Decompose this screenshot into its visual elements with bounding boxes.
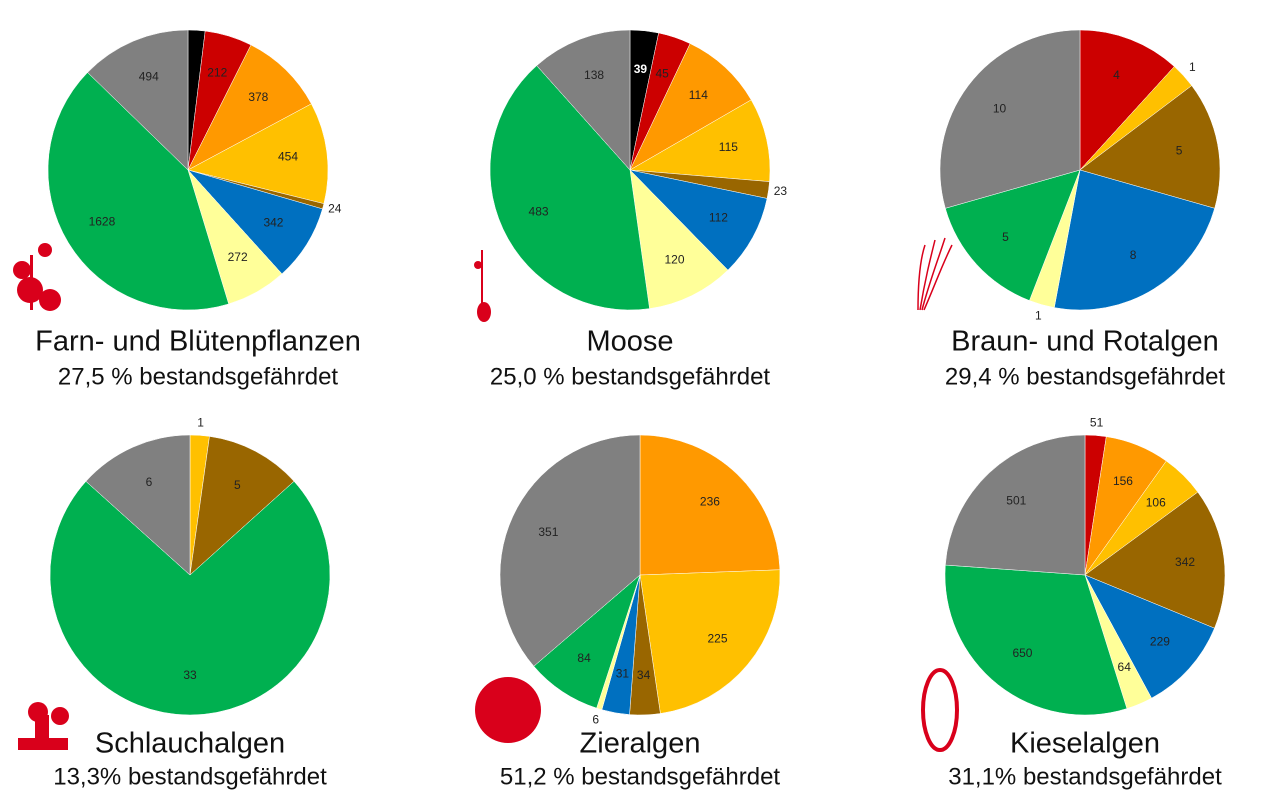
icon-schlauch [18,702,69,750]
chart-subtitle: 29,4 % bestandsgefährdet [945,363,1226,390]
slice-label: 1628 [89,215,116,229]
icon-flower [13,243,61,311]
slice-label: 24 [328,202,342,216]
slice-label: 351 [538,525,558,539]
slice-label: 342 [263,216,283,230]
icon-kiesel [923,670,957,750]
slice-label: 8 [1130,248,1137,262]
chart-subtitle: 13,3% bestandsgefährdet [53,763,327,790]
page: {"chart_data": [ {"type": "pie", "title"… [0,0,1266,794]
chart-subtitle: 31,1% bestandsgefährdet [948,763,1222,790]
slice-label: 84 [577,651,591,665]
slice-label: 650 [1012,646,1032,660]
chart-subtitle: 51,2 % bestandsgefährdet [500,763,781,790]
slice-label: 23 [774,184,788,198]
slice-label: 6 [592,713,599,727]
slice-label: 5 [234,478,241,492]
slice-label: 454 [278,150,298,164]
chart-title: Kieselalgen [1010,728,1160,760]
slice-label: 1 [1035,308,1042,322]
slice-label: 34 [637,668,651,682]
slice-label: 501 [1006,493,1026,507]
slice-label: 342 [1175,555,1195,569]
icon-moss [474,250,491,322]
slice-label: 272 [228,250,248,264]
slice-label: 120 [664,253,684,267]
slice-label: 31 [616,666,630,680]
chart-title: Schlauchalgen [95,728,285,760]
slice-label: 212 [207,66,227,80]
chart-title: Farn- und Blütenpflanzen [35,326,361,358]
slice-label: 5 [1176,144,1183,158]
slice-label: 1 [1189,60,1196,74]
slice-label: 76 [191,10,205,24]
chart-title: Moose [586,326,673,358]
slice-label: 45 [656,67,670,81]
slice-label: 229 [1150,635,1170,649]
slice-label: 236 [700,495,720,509]
slice-label: 10 [993,101,1007,115]
chart-subtitle: 27,5 % bestandsgefährdet [58,363,339,390]
slice-label: 225 [707,632,727,646]
chart-grid: 76212378454243422721628494Farn- und Blüt… [0,0,1266,794]
slice-label: 64 [1118,660,1132,674]
slice-label: 156 [1113,474,1133,488]
slice-label: 138 [584,68,604,82]
slice-label: 33 [183,668,197,682]
icon-zier [475,677,541,743]
slice-label: 115 [719,140,738,154]
icon-algae [918,238,952,310]
slice-label: 114 [689,88,708,102]
chart-title: Braun- und Rotalgen [951,326,1219,358]
slice-label: 483 [529,205,549,219]
slice-label: 106 [1146,495,1166,509]
slice-label: 5 [1002,230,1009,244]
slice-label: 39 [634,62,648,76]
slice-label: 1 [197,416,204,430]
slice-label: 378 [248,90,268,104]
slice-label: 51 [1090,416,1104,430]
slice-label: 4 [1113,68,1120,82]
chart-title: Zieralgen [580,728,701,760]
slice-label: 112 [709,211,728,225]
slice-label: 6 [146,475,153,489]
slice-label: 494 [139,69,159,83]
chart-subtitle: 25,0 % bestandsgefährdet [490,363,771,390]
